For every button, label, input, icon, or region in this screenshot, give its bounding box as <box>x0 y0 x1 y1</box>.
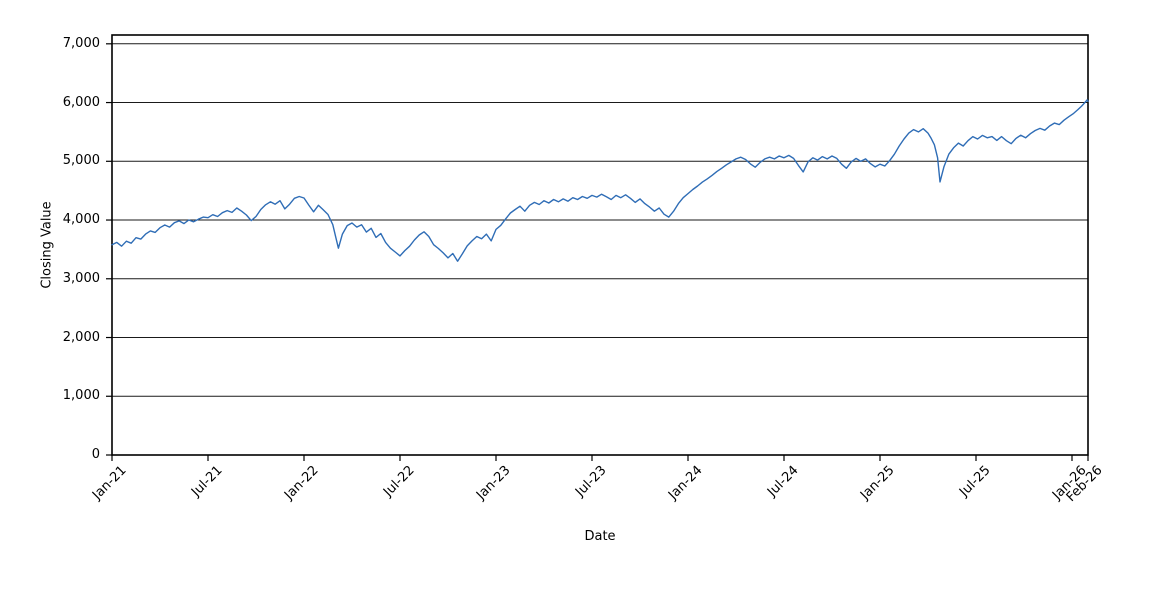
y-tick-label-3: 3,000 <box>62 270 100 286</box>
series-line-closing-value <box>111 99 1089 262</box>
x-axis-title: Date <box>584 529 616 544</box>
y-tick-label-2: 2,000 <box>62 329 100 345</box>
y-tick-label-7: 7,000 <box>62 35 100 51</box>
y-tick-label-1: 1,000 <box>62 388 100 404</box>
plot-frame <box>111 34 1089 456</box>
y-tick-label-5: 5,000 <box>62 153 100 169</box>
y-tick-label-6: 6,000 <box>62 94 100 110</box>
y-tick-label-4: 4,000 <box>62 212 100 228</box>
y-tick-label-0: 0 <box>91 447 100 462</box>
y-axis-title: Closing Value <box>39 201 55 289</box>
